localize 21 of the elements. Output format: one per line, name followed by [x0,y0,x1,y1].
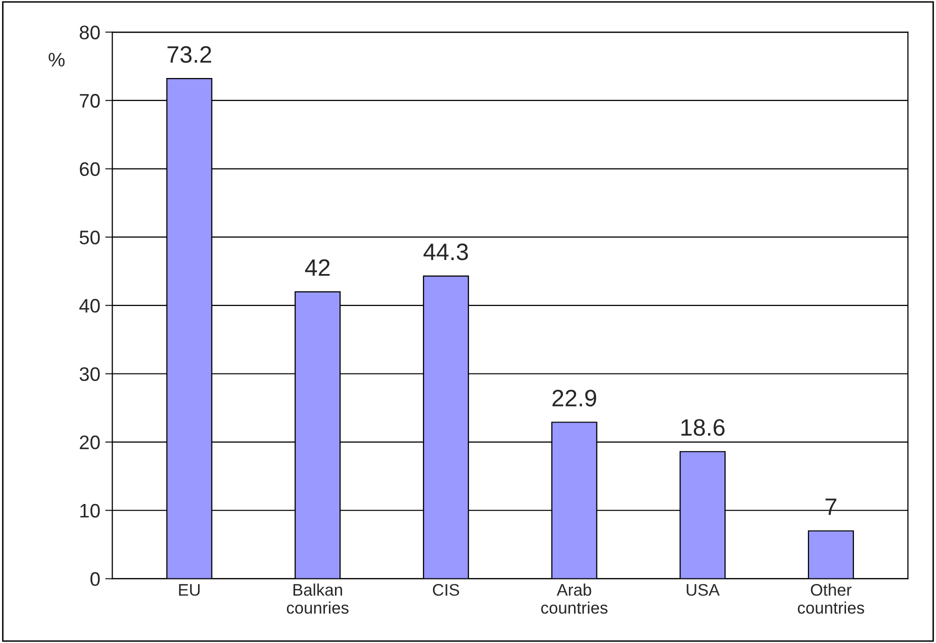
x-tick-label: Arab countries [541,584,608,614]
y-axis-title: % [48,52,65,66]
y-tick-label: 70 [80,94,100,108]
y-tick-label: 10 [80,504,100,518]
data-label: 73.2 [168,46,212,63]
y-tick-label: 0 [90,572,100,586]
x-tick-label: Other countries [798,584,864,614]
data-label: 42 [305,259,330,276]
y-tick-label: 50 [80,230,100,244]
y-tick-label: 40 [79,298,100,313]
y-tick-label: 20 [80,436,100,450]
y-tick-label: 80 [80,26,100,40]
data-label: 22.9 [552,390,596,406]
data-label: 44.3 [424,244,468,260]
data-label: 18.6 [681,419,725,436]
y-tick-label: 60 [80,162,100,176]
x-tick-label: Balkan counries [286,584,349,614]
y-tick-label: 30 [80,367,100,381]
x-tick-label: USA [686,584,720,596]
x-tick-label: EU [179,584,200,596]
x-tick-label: CIS [432,584,460,596]
